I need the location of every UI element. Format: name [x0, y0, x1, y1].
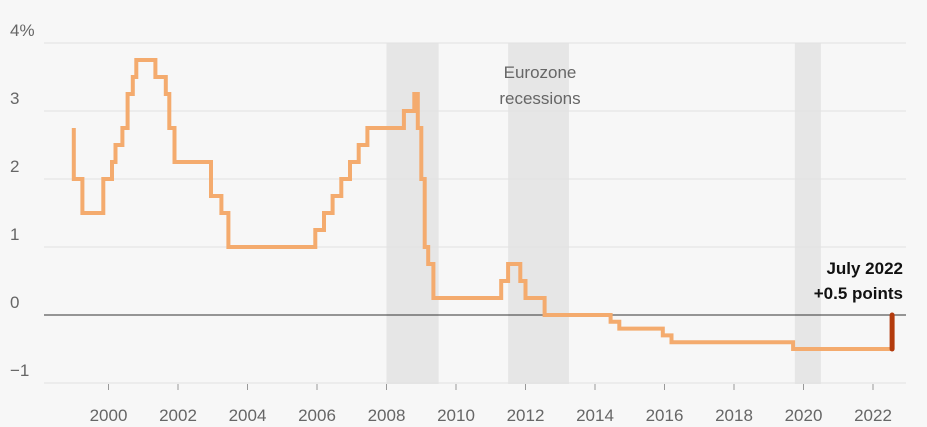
- y-tick-label: 1: [10, 225, 19, 244]
- x-tick-label: 2022: [854, 406, 892, 425]
- x-tick-label: 2014: [576, 406, 614, 425]
- recession-band-2: [508, 43, 569, 384]
- x-tick-label: 2008: [368, 406, 406, 425]
- x-tick-label: 2002: [159, 406, 197, 425]
- y-axis-ticks: 4% 3 2 1 0 −1: [10, 21, 35, 380]
- x-tick-label: 2018: [715, 406, 753, 425]
- y-tick-label: 4%: [10, 21, 35, 40]
- recession-bands: [386, 43, 821, 384]
- x-tick-label: 2012: [507, 406, 545, 425]
- y-tick-label: 2: [10, 157, 19, 176]
- y-tick-label: 0: [10, 293, 19, 312]
- x-tick-label: 2004: [229, 406, 267, 425]
- recession-band-3: [794, 43, 821, 384]
- y-tick-label: −1: [10, 361, 29, 380]
- x-tick-label: 2020: [785, 406, 823, 425]
- recession-label-line2: recessions: [499, 89, 580, 108]
- callout-date: July 2022: [826, 259, 903, 278]
- x-axis-ticks: 2000 2002 2004 2006 2008 2010 2012 2014 2016 2018…: [90, 384, 892, 425]
- series-lines: [71, 58, 895, 352]
- y-tick-label: 3: [10, 89, 19, 108]
- x-tick-label: 2006: [298, 406, 336, 425]
- x-tick-label: 2010: [437, 406, 475, 425]
- recession-label-line1: Eurozone: [504, 63, 577, 82]
- x-tick-label: 2000: [90, 406, 128, 425]
- rate-line: [71, 58, 893, 351]
- callout-change: +0.5 points: [814, 284, 903, 303]
- gridlines: [44, 42, 906, 384]
- x-tick-label: 2016: [646, 406, 684, 425]
